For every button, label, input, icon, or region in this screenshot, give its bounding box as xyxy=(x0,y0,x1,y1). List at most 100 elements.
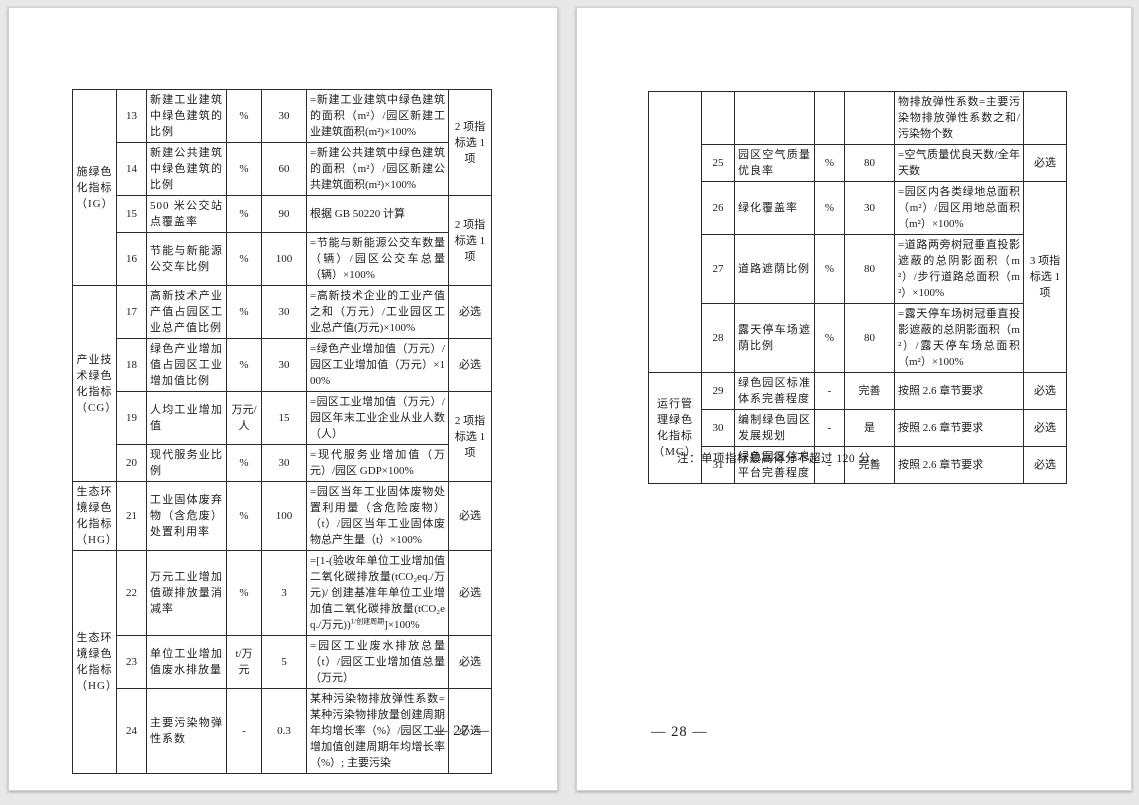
cell-number: 14 xyxy=(116,142,147,196)
cell-number: 18 xyxy=(116,338,147,392)
cell-score: 100 xyxy=(261,481,307,551)
cell-unit: - xyxy=(226,688,262,774)
cell-category: 运行管理绿色化指标（MG） xyxy=(648,372,702,484)
cell-indicator-name: 节能与新能源公交车比例 xyxy=(146,232,227,286)
cell-score: 90 xyxy=(261,195,307,233)
cell-number: 20 xyxy=(116,444,147,482)
cell-formula: 按照 2.6 章节要求 xyxy=(894,409,1024,447)
cell-indicator-name: 新建工业建筑中绿色建筑的比例 xyxy=(146,89,227,143)
cell-score: 30 xyxy=(261,338,307,392)
cell-category xyxy=(648,91,702,373)
table-row: 28 露天停车场遮荫比例% 80 =露天停车场树冠垂直投影遮蔽的总阴影面积（m²）/露… xyxy=(649,303,1067,373)
table-row: 物排放弹性系数=主要污染物排放弹性系数之和/污染物个数 xyxy=(648,91,1067,373)
table-row: 产业技术绿色化指标（CG） 17 高新技术产业产值占园区工业总产值比例% 30 =高新技… xyxy=(72,285,492,482)
cell-indicator-name xyxy=(734,91,815,145)
cell-score: 30 xyxy=(261,285,307,339)
cell-number: 13 xyxy=(116,89,147,143)
cell-indicator-name: 人均工业增加值 xyxy=(146,391,227,445)
cell-score: 80 xyxy=(844,144,895,182)
cell-unit: % xyxy=(226,285,262,339)
cell-formula: =园区工业增加值（万元）/园区年末工业企业从业人数（人） xyxy=(306,391,449,445)
table-row: 19 人均工业增加值 万元/人 15 =园区工业增加值（万元）/园区年末工业企业从业人数… xyxy=(73,391,492,482)
cell-formula: =新建公共建筑中绿色建筑的面积（m²）/园区新建公共建筑面积(m²)×100% xyxy=(306,142,449,196)
cell-unit: % xyxy=(226,195,262,233)
table-note: 注：单项指标最高得分不超过 120 分。 xyxy=(677,453,883,465)
table-row: 18 绿色产业增加值占园区工业增加值比例% 30 =绿色产业增加值（万元）/园区工业增… xyxy=(73,338,492,392)
cell-selection: 必选 xyxy=(448,338,492,392)
cell-unit: % xyxy=(226,89,262,143)
cell-selection: 必选 xyxy=(448,285,492,339)
cell-score: 100 xyxy=(261,232,307,286)
cell-formula: =节能与新能源公交车数量（辆）/园区公交车总量（辆）×100% xyxy=(306,232,449,286)
cell-number: 31 xyxy=(701,446,735,484)
cell-selection: 必选 xyxy=(1023,409,1067,447)
indicator-table-right: 物排放弹性系数=主要污染物排放弹性系数之和/污染物个数 25 园区空气质量优良率% 8… xyxy=(648,91,1067,484)
page-27: 施绿色化指标（IG） 13 新建工业建筑中绿色建筑的比例% 30 =新建工业建筑中绿色建… xyxy=(8,7,558,791)
cell-indicator-name: 新建公共建筑中绿色建筑的比例 xyxy=(146,142,227,196)
table-row: 施绿色化指标（IG） 13 新建工业建筑中绿色建筑的比例% 30 =新建工业建筑中绿色建… xyxy=(72,89,492,286)
cell-unit: t/万元 xyxy=(226,635,262,689)
page-number-right: — 28 — xyxy=(651,724,708,740)
cell-number: 19 xyxy=(116,391,147,445)
cell-score: 完善 xyxy=(844,372,895,410)
cell-indicator-name: 道路遮荫比例 xyxy=(734,234,815,304)
page-number-left: — 27 — xyxy=(433,723,490,739)
cell-indicator-name: 高新技术产业产值占园区工业总产值比例 xyxy=(146,285,227,339)
cell-indicator-name: 露天停车场遮荫比例 xyxy=(734,303,815,373)
cell-number: 28 xyxy=(701,303,735,373)
cell-formula: =露天停车场树冠垂直投影遮蔽的总阴影面积（m²）/露天停车场总面积（m²）×10… xyxy=(894,303,1024,373)
cell-formula: 按照 2.6 章节要求 xyxy=(894,446,1024,484)
cell-score xyxy=(844,91,895,145)
cell-selection: 必选 xyxy=(448,481,492,551)
cell-category: 施绿色化指标（IG） xyxy=(72,89,117,286)
table-row: 27 道路遮荫比例% 80 =道路两旁树冠垂直投影遮蔽的总阴影面积（m²）/步行道路总… xyxy=(649,234,1067,304)
page-28: 物排放弹性系数=主要污染物排放弹性系数之和/污染物个数 25 园区空气质量优良率% 8… xyxy=(576,7,1132,791)
cell-number: 16 xyxy=(116,232,147,286)
cell-category: 产业技术绿色化指标（CG） xyxy=(72,285,117,482)
cell-selection: 必选 xyxy=(1023,144,1067,182)
cell-formula: 某种污染物排放弹性系数=某种污染物排放量创建周期年均增长率（%）/园区工业增加值… xyxy=(306,688,449,774)
cell-selection: 必选 xyxy=(448,635,492,689)
cell-score: 30 xyxy=(261,89,307,143)
cell-unit: % xyxy=(226,338,262,392)
table-row: 24 主要污染物弹性系数 -0.3 某种污染物排放弹性系数=某种污染物排放量创建周期年… xyxy=(73,688,492,774)
cell-unit: 万元/人 xyxy=(226,391,262,445)
cell-formula: =道路两旁树冠垂直投影遮蔽的总阴影面积（m²）/步行道路总面积（m²）×100% xyxy=(894,234,1024,304)
cell-selection: 必选 xyxy=(1023,446,1067,484)
cell-formula: =绿色产业增加值（万元）/园区工业增加值（万元）×100% xyxy=(306,338,449,392)
table-row: 26 绿化覆盖率% 30 =园区内各类绿地总面积（m²）/园区用地总面积（m²）×10… xyxy=(649,181,1067,373)
cell-formula: 根据 GB 50220 计算 xyxy=(306,195,449,233)
cell-unit: % xyxy=(226,232,262,286)
cell-selection: 3 项指标选 1 项 xyxy=(1023,181,1067,373)
table-row: 30 编制绿色园区发展规划 - 是按照 2.6 章节要求 必选 xyxy=(649,409,1067,447)
cell-category: 生态环境绿色化指标（HG） xyxy=(72,481,117,551)
cell-indicator-name: 园区空气质量优良率 xyxy=(734,144,815,182)
table-row: 生态环境绿色化指标（HG） 22 万元工业增加值碳排放量消减率% 3 =[1-(验收年单… xyxy=(72,550,492,774)
cell-formula: =园区当年工业固体废物处置利用量（含危险废物）（t）/园区当年工业固体废物总产生… xyxy=(306,481,449,551)
cell-indicator-name: 绿色产业增加值占园区工业增加值比例 xyxy=(146,338,227,392)
cell-unit: - xyxy=(814,372,845,410)
table-row: 20 现代服务业比例% 30 =现代服务业增加值（万元）/园区 GDP×100% xyxy=(73,444,492,482)
cell-score: 是 xyxy=(844,409,895,447)
cell-selection: 必选 xyxy=(448,550,492,636)
cell-number: 15 xyxy=(116,195,147,233)
cell-score: 80 xyxy=(844,303,895,373)
cell-number: 25 xyxy=(701,144,735,182)
table-row: 31 绿色园区信息平台完善程度 - 完善 按照 2.6 章节要求 必选 xyxy=(649,446,1067,484)
cell-unit: % xyxy=(814,144,845,182)
cell-score: 15 xyxy=(261,391,307,445)
cell-score: 30 xyxy=(261,444,307,482)
cell-score: 5 xyxy=(261,635,307,689)
cell-number: 26 xyxy=(701,181,735,235)
cell-formula: =高新技术企业的工业产值之和（万元）/工业园区工业总产值(万元)×100% xyxy=(306,285,449,339)
indicator-table-left: 施绿色化指标（IG） 13 新建工业建筑中绿色建筑的比例% 30 =新建工业建筑中绿色建… xyxy=(72,89,492,774)
cell-indicator-name: 500 米公交站点覆盖率 xyxy=(146,195,227,233)
cell-unit: % xyxy=(226,550,262,636)
cell-formula: =空气质量优良天数/全年天数 xyxy=(894,144,1024,182)
table-row: 16 节能与新能源公交车比例% 100 =节能与新能源公交车数量（辆）/园区公交车总量… xyxy=(73,232,492,286)
cell-number: 30 xyxy=(701,409,735,447)
cell-indicator-name: 编制绿色园区发展规划 xyxy=(734,409,815,447)
table-row: 15 500 米公交站点覆盖率% 90 根据 GB 50220 计算 2 项指标选 1 … xyxy=(73,195,492,286)
cell-score: 80 xyxy=(844,234,895,304)
